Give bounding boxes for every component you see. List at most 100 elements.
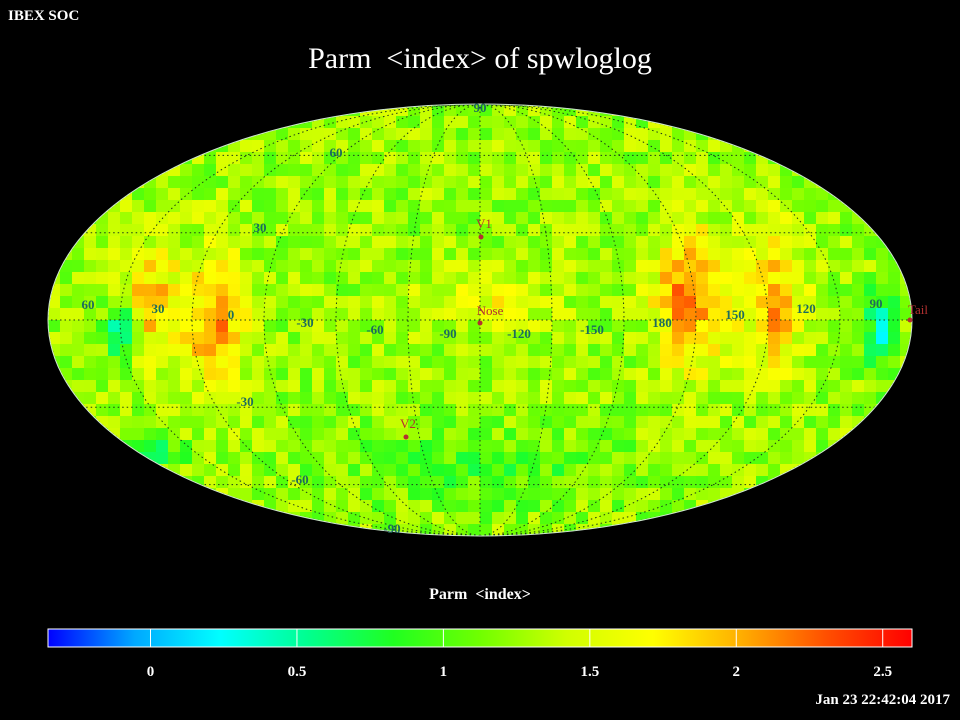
sky-map-cell bbox=[588, 344, 601, 357]
sky-map-cell bbox=[204, 272, 217, 285]
sky-map-cell bbox=[660, 200, 673, 213]
sky-map-cell bbox=[252, 332, 265, 345]
sky-map-cell bbox=[360, 116, 373, 129]
sky-map-cell bbox=[744, 356, 757, 369]
sky-map-cell bbox=[840, 284, 853, 297]
sky-map-cell bbox=[456, 164, 469, 177]
sky-map-cell bbox=[564, 284, 577, 297]
sky-map-cell bbox=[84, 332, 97, 345]
sky-map-cell bbox=[828, 320, 841, 333]
sky-map-cell bbox=[456, 212, 469, 225]
sky-map-cell bbox=[432, 356, 445, 369]
sky-map-cell bbox=[192, 296, 205, 309]
sky-map-cell bbox=[588, 284, 601, 297]
sky-map-cell bbox=[840, 248, 853, 261]
sky-map-cell bbox=[588, 332, 601, 345]
sky-map-cell bbox=[300, 296, 313, 309]
sky-map-cell bbox=[456, 344, 469, 357]
sky-map-cell bbox=[408, 140, 421, 153]
sky-map-cell bbox=[252, 272, 265, 285]
sky-map-cell bbox=[492, 272, 505, 285]
sky-map-cell bbox=[888, 344, 901, 357]
sky-map-cell bbox=[888, 320, 901, 333]
sky-map-cell bbox=[504, 284, 517, 297]
sky-map-cell bbox=[312, 152, 325, 165]
sky-map-cell bbox=[480, 332, 493, 345]
sky-map-cell bbox=[360, 224, 373, 237]
sky-map-cell bbox=[252, 176, 265, 189]
org-label: IBEX SOC bbox=[8, 8, 80, 24]
sky-map-cell bbox=[492, 332, 505, 345]
sky-map-cell bbox=[108, 296, 121, 309]
sky-map-cell bbox=[612, 176, 625, 189]
sky-map-cell bbox=[756, 188, 769, 201]
sky-map-cell bbox=[372, 320, 385, 333]
sky-map-cell bbox=[84, 356, 97, 369]
sky-map-cell bbox=[432, 332, 445, 345]
sky-map-cell bbox=[540, 200, 553, 213]
sky-map-cell bbox=[396, 188, 409, 201]
sky-map-cell bbox=[768, 296, 781, 309]
sky-map-cell bbox=[828, 272, 841, 285]
sky-map-cell bbox=[588, 224, 601, 237]
sky-map-cell bbox=[252, 248, 265, 261]
sky-map-cell bbox=[216, 308, 229, 321]
sky-map-cell bbox=[528, 176, 541, 189]
sky-map-cell bbox=[780, 320, 793, 333]
sky-map-cell bbox=[336, 224, 349, 237]
sky-map-cell bbox=[564, 260, 577, 273]
sky-map-cell bbox=[732, 296, 745, 309]
sky-map-cell bbox=[312, 356, 325, 369]
sky-map-cell bbox=[372, 128, 385, 141]
sky-map-cell bbox=[588, 212, 601, 225]
sky-map-cell bbox=[456, 260, 469, 273]
sky-map-cell bbox=[624, 128, 637, 141]
sky-map-cell bbox=[108, 344, 121, 357]
sky-map-cell bbox=[468, 224, 481, 237]
sky-map-cell bbox=[144, 308, 157, 321]
sky-map-cell bbox=[792, 308, 805, 321]
sky-map-cell bbox=[876, 296, 889, 309]
sky-map-cell bbox=[504, 200, 517, 213]
sky-map-cell bbox=[360, 140, 373, 153]
sky-map-cell bbox=[828, 224, 841, 237]
sky-map-cell bbox=[780, 296, 793, 309]
sky-map-cell bbox=[72, 356, 85, 369]
sky-map-cell bbox=[444, 236, 457, 249]
sky-map-cell bbox=[612, 224, 625, 237]
sky-map-cell bbox=[660, 164, 673, 177]
sky-map-cell bbox=[180, 356, 193, 369]
sky-map-cell bbox=[888, 308, 901, 321]
sky-map-cell bbox=[144, 368, 157, 381]
sky-map-cell bbox=[828, 356, 841, 369]
sky-map-cell bbox=[600, 176, 613, 189]
sky-map-cell bbox=[276, 344, 289, 357]
sky-map-cell bbox=[252, 368, 265, 381]
sky-map-cell bbox=[840, 212, 853, 225]
sky-map-cell bbox=[324, 284, 337, 297]
sky-map-cell bbox=[720, 284, 733, 297]
sky-map-cell bbox=[684, 296, 697, 309]
sky-map-cell bbox=[648, 260, 661, 273]
sky-map-cell bbox=[468, 236, 481, 249]
sky-map-cell bbox=[372, 248, 385, 261]
sky-map-cell bbox=[192, 176, 205, 189]
sky-map-cell bbox=[492, 356, 505, 369]
sky-map-cell bbox=[636, 320, 649, 333]
sky-map-cell bbox=[60, 308, 73, 321]
sky-map-cell bbox=[612, 140, 625, 153]
sky-map-cell bbox=[516, 164, 529, 177]
sky-map-cell bbox=[420, 200, 433, 213]
sky-map-cell bbox=[156, 260, 169, 273]
sky-map-cell bbox=[408, 272, 421, 285]
sky-map-cell bbox=[648, 236, 661, 249]
sky-map-cell bbox=[384, 320, 397, 333]
sky-map-cell bbox=[264, 260, 277, 273]
sky-map-cell bbox=[336, 320, 349, 333]
sky-map-cell bbox=[768, 212, 781, 225]
sky-map-cell bbox=[684, 320, 697, 333]
sky-map-cell bbox=[672, 176, 685, 189]
sky-map-cell bbox=[732, 200, 745, 213]
sky-map-cell bbox=[768, 188, 781, 201]
sky-map-cell bbox=[588, 140, 601, 153]
